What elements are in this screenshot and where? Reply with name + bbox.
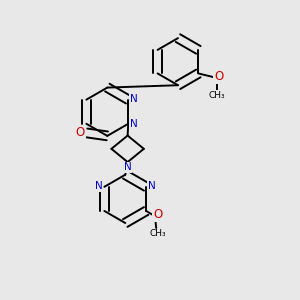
Text: N: N <box>148 181 156 191</box>
Text: N: N <box>130 94 137 104</box>
Text: CH₃: CH₃ <box>208 91 225 100</box>
Text: N: N <box>94 181 102 191</box>
Text: N: N <box>130 119 137 129</box>
Text: O: O <box>214 70 223 83</box>
Text: N: N <box>124 162 131 172</box>
Text: CH₃: CH₃ <box>149 230 166 238</box>
Text: O: O <box>153 208 163 221</box>
Text: O: O <box>76 126 85 139</box>
